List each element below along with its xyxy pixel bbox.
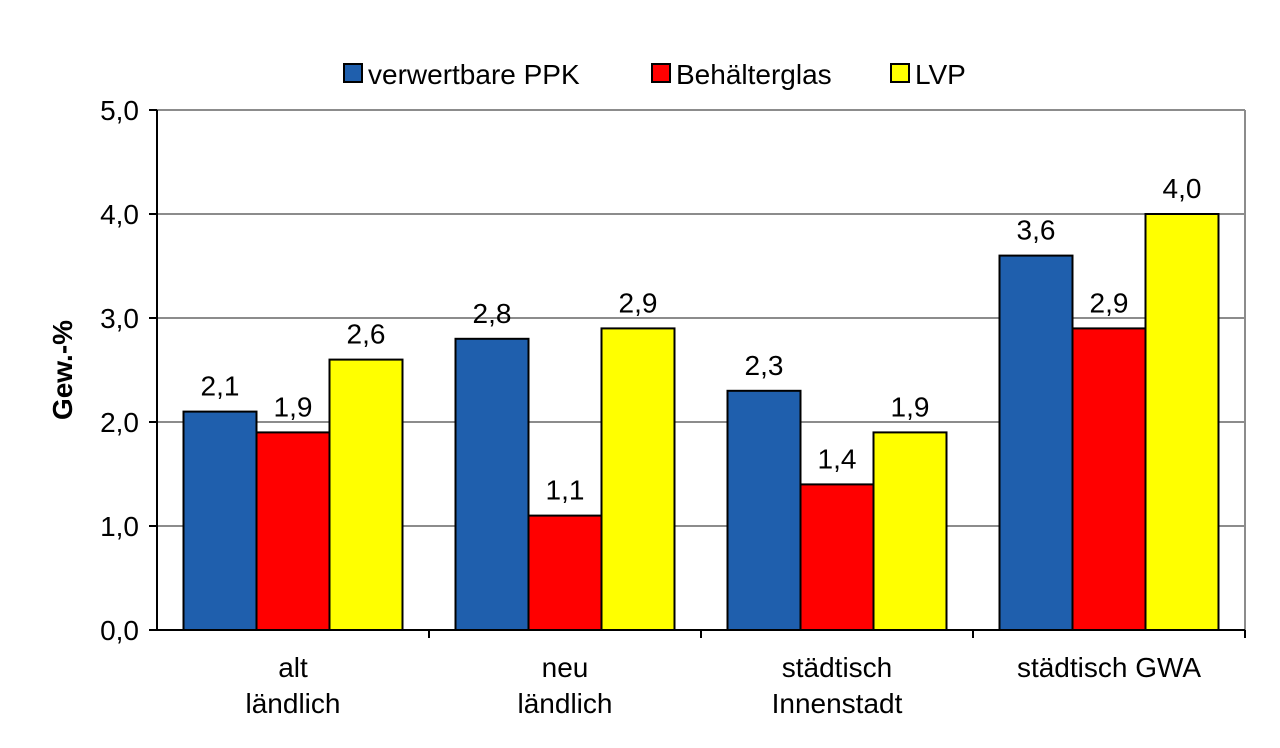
bar (1144, 213, 1220, 631)
legend: verwertbare PPK Behälterglas LVP (343, 59, 966, 90)
x-tick-label: ländlich (518, 688, 613, 719)
x-tick-label: alt (278, 652, 308, 683)
legend-swatch (343, 63, 363, 83)
legend-label: LVP (915, 59, 966, 90)
data-label: 1,9 (274, 391, 313, 422)
x-tick-label: neu (542, 652, 589, 683)
bar (328, 358, 404, 631)
bar (726, 389, 802, 631)
bar (255, 431, 331, 631)
data-label: 2,1 (201, 371, 240, 402)
y-tick-label: 4,0 (100, 199, 139, 230)
bar (1071, 327, 1147, 631)
data-label: 1,9 (891, 391, 930, 422)
legend-swatch (651, 63, 671, 83)
data-label: 2,6 (347, 319, 386, 350)
data-label: 2,9 (1090, 287, 1129, 318)
x-tick-label: Innenstadt (772, 688, 903, 719)
bar (600, 327, 676, 631)
y-tick-label: 1,0 (100, 511, 139, 542)
bar (872, 431, 948, 631)
y-tick-label: 3,0 (100, 303, 139, 334)
x-tick-label: ländlich (246, 688, 341, 719)
legend-label: Behälterglas (676, 59, 832, 90)
y-tick-label: 0,0 (100, 615, 139, 646)
data-label: 1,1 (546, 475, 585, 506)
legend-swatch (890, 63, 910, 83)
x-tick-label: städtisch GWA (1017, 652, 1201, 683)
legend-label: verwertbare PPK (368, 59, 580, 90)
data-label: 3,6 (1017, 215, 1056, 246)
y-tick-label: 5,0 (100, 95, 139, 126)
y-tick-label: 2,0 (100, 407, 139, 438)
bar (799, 483, 875, 631)
bar (454, 337, 530, 631)
bar (182, 410, 258, 631)
data-label: 2,8 (473, 298, 512, 329)
y-axis-title: Gew.-% (47, 320, 78, 420)
data-label: 4,0 (1163, 173, 1202, 204)
axes: 0,0 1,0 2,0 3,0 4,0 5,0 alt ländlich neu ländlich… (100, 95, 1246, 719)
bar (527, 514, 603, 631)
data-label: 2,3 (745, 350, 784, 381)
data-labels: 2,1 1,9 2,6 2,8 1,1 2,9 2,3 1,4 1,9 3,6 2,9 4,0 (201, 173, 1202, 506)
data-label: 2,9 (619, 287, 658, 318)
x-tick-label: städtisch (782, 652, 893, 683)
data-label: 1,4 (818, 443, 857, 474)
bar (998, 254, 1074, 631)
bars (182, 213, 1220, 631)
